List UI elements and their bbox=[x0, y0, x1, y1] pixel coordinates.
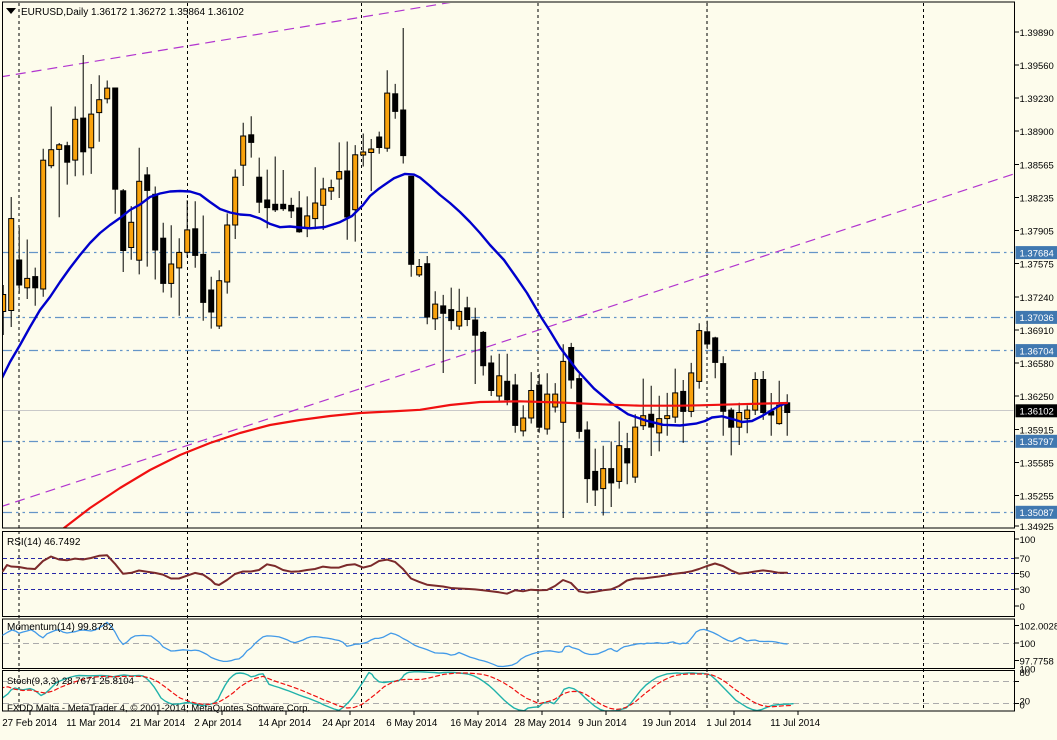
svg-text:1.37684: 1.37684 bbox=[1020, 248, 1054, 259]
svg-text:14 Apr 2014: 14 Apr 2014 bbox=[258, 718, 311, 729]
svg-text:19 Jun 2014: 19 Jun 2014 bbox=[642, 718, 696, 729]
svg-text:27 Feb 2014: 27 Feb 2014 bbox=[2, 718, 58, 729]
svg-text:Momentum(14) 99.8782: Momentum(14) 99.8782 bbox=[7, 622, 114, 633]
svg-text:1.35915: 1.35915 bbox=[1020, 425, 1054, 436]
svg-text:RSI(14) 46.7492: RSI(14) 46.7492 bbox=[7, 537, 81, 548]
svg-text:1.36704: 1.36704 bbox=[1020, 346, 1054, 357]
svg-text:102.0028: 102.0028 bbox=[1020, 621, 1057, 632]
svg-text:100: 100 bbox=[1020, 535, 1036, 546]
svg-text:1.34925: 1.34925 bbox=[1020, 522, 1054, 533]
svg-text:1.39230: 1.39230 bbox=[1020, 94, 1054, 105]
svg-text:1.38565: 1.38565 bbox=[1020, 160, 1054, 171]
svg-text:1.35585: 1.35585 bbox=[1020, 458, 1054, 469]
svg-text:21 Mar 2014: 21 Mar 2014 bbox=[130, 718, 186, 729]
svg-text:100: 100 bbox=[1020, 639, 1036, 650]
svg-text:1.39560: 1.39560 bbox=[1020, 61, 1054, 72]
svg-text:24 Apr 2014: 24 Apr 2014 bbox=[322, 718, 375, 729]
svg-text:9 Jun 2014: 9 Jun 2014 bbox=[578, 718, 627, 729]
svg-text:1 Jul 2014: 1 Jul 2014 bbox=[706, 718, 752, 729]
svg-text:0: 0 bbox=[1020, 602, 1025, 613]
svg-text:50: 50 bbox=[1020, 569, 1031, 580]
svg-text:1.35087: 1.35087 bbox=[1020, 508, 1054, 519]
svg-text:1.37905: 1.37905 bbox=[1020, 226, 1054, 237]
svg-text:2 Apr 2014: 2 Apr 2014 bbox=[194, 718, 242, 729]
svg-text:70: 70 bbox=[1020, 554, 1031, 565]
svg-text:EURUSD,Daily 1.36172 1.36272: EURUSD,Daily 1.36172 1.36272 1.35864 1.3… bbox=[21, 7, 244, 18]
svg-text:1.39890: 1.39890 bbox=[1020, 28, 1054, 39]
svg-text:1.38235: 1.38235 bbox=[1020, 193, 1054, 204]
svg-text:1.36250: 1.36250 bbox=[1020, 392, 1054, 403]
svg-text:1.37575: 1.37575 bbox=[1020, 259, 1054, 270]
svg-text:1.36910: 1.36910 bbox=[1020, 326, 1054, 337]
svg-text:6 May 2014: 6 May 2014 bbox=[386, 718, 438, 729]
svg-text:1.38900: 1.38900 bbox=[1020, 127, 1054, 138]
svg-text:1.35255: 1.35255 bbox=[1020, 491, 1054, 502]
svg-text:1.35797: 1.35797 bbox=[1020, 437, 1054, 448]
svg-text:11 Mar 2014: 11 Mar 2014 bbox=[66, 718, 121, 729]
svg-text:80: 80 bbox=[1020, 668, 1031, 679]
svg-text:11 Jul 2014: 11 Jul 2014 bbox=[770, 718, 820, 729]
svg-text:16 May 2014: 16 May 2014 bbox=[450, 718, 507, 729]
svg-text:30: 30 bbox=[1020, 585, 1031, 596]
svg-text:1.37036: 1.37036 bbox=[1020, 313, 1054, 324]
svg-text:1.36580: 1.36580 bbox=[1020, 359, 1054, 370]
svg-text:1.36102: 1.36102 bbox=[1020, 407, 1054, 418]
svg-text:0: 0 bbox=[1020, 700, 1025, 711]
svg-text:28 May 2014: 28 May 2014 bbox=[514, 718, 571, 729]
svg-text:Stoch(9,3,3) 28.7671 25.8104: Stoch(9,3,3) 28.7671 25.8104 bbox=[7, 676, 135, 687]
svg-text:1.37240: 1.37240 bbox=[1020, 293, 1054, 304]
